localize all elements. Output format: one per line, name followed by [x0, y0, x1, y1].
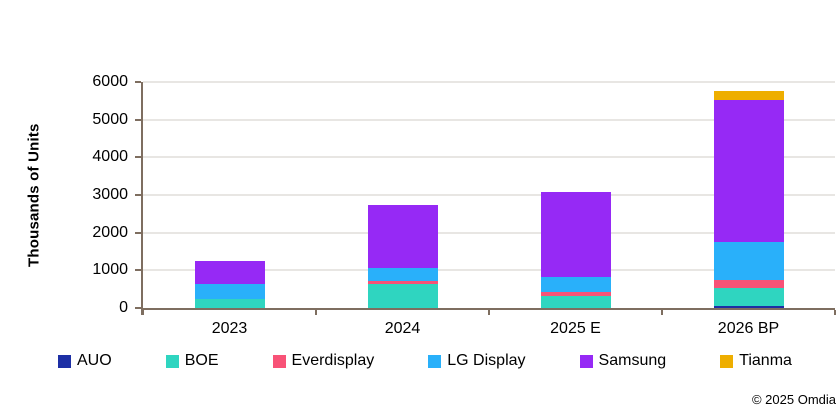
y-tick-mark	[135, 81, 141, 83]
plot-area	[143, 81, 835, 308]
bar-segment-lg-display	[540, 276, 611, 292]
y-tick-label: 4000	[92, 148, 128, 166]
gridline	[143, 156, 835, 159]
bar-segment-samsung	[367, 205, 438, 269]
y-tick-mark	[135, 118, 141, 121]
y-tick-mark	[135, 231, 141, 234]
y-axis-line	[141, 82, 143, 315]
legend-label: BOE	[184, 352, 219, 369]
legend-label: Tianma	[739, 352, 792, 369]
bar-segment-samsung	[713, 99, 784, 243]
legend-label: Samsung	[598, 352, 667, 369]
y-tick-label: 0	[119, 299, 128, 316]
x-tick-mark	[834, 310, 836, 315]
x-tick-mark	[661, 310, 663, 315]
bar-segment-lg-display	[367, 268, 438, 281]
y-tick-label: 3000	[92, 186, 128, 203]
x-axis-label: 2024	[384, 320, 421, 337]
bar-segment-boe	[713, 288, 784, 307]
bar-segment-lg-display	[194, 284, 265, 299]
legend-item-boe: BOE	[165, 352, 219, 370]
x-tick-mark	[142, 310, 144, 315]
bar-segment-auo	[713, 306, 784, 308]
bar-segment-everdisplay	[713, 279, 784, 289]
bar-segment-tianma	[713, 91, 784, 100]
x-axis-line	[143, 308, 835, 310]
x-tick-mark	[315, 310, 317, 315]
legend-swatch	[720, 354, 734, 368]
legend-swatch	[165, 354, 179, 368]
y-tick-label: 2000	[92, 223, 128, 241]
legend-item-samsung: Samsung	[579, 352, 667, 370]
bar-segment-boe	[194, 298, 265, 308]
legend-label: AUO	[77, 352, 112, 369]
legend-item-everdisplay: Everdisplay	[272, 352, 375, 370]
y-tick-label: 1000	[92, 261, 128, 279]
legend-swatch	[58, 354, 71, 368]
y-tick-label: 5000	[92, 110, 128, 128]
bar-segment-everdisplay	[540, 292, 611, 296]
legend-swatch	[272, 354, 286, 368]
legend-item-tianma: Tianma	[720, 352, 792, 370]
bar-segment-lg-display	[713, 242, 784, 280]
bar-segment-boe	[367, 284, 438, 308]
copyright-text: © 2025 Omdia	[751, 392, 836, 407]
legend-swatch	[428, 354, 442, 368]
bar-segment-samsung	[540, 192, 611, 277]
x-tick-mark	[488, 310, 490, 315]
chart-legend: AUO BOE Everdisplay LG Display Samsung Tianma	[58, 352, 792, 370]
x-axis-label: 2025 E	[550, 320, 601, 337]
legend-label: LG Display	[447, 352, 526, 369]
y-tick-mark	[135, 269, 141, 272]
y-tick-label: 6000	[92, 73, 128, 90]
bar-segment-everdisplay	[367, 280, 438, 285]
y-tick-mark	[135, 194, 141, 196]
bar-segment-boe	[540, 295, 611, 308]
legend-swatch	[579, 354, 593, 368]
gridline	[143, 194, 835, 196]
legend-item-lg-display: LG Display	[428, 352, 526, 370]
x-axis-label: 2023	[211, 320, 248, 337]
y-tick-mark	[135, 307, 141, 309]
legend-item-auo: AUO	[58, 352, 112, 370]
gridline	[143, 118, 835, 121]
y-tick-mark	[135, 156, 141, 159]
legend-label: Everdisplay	[291, 352, 375, 369]
y-axis-title: Thousands of Units	[25, 123, 43, 267]
gridline	[143, 81, 835, 83]
bar-segment-samsung	[194, 260, 265, 285]
gridline	[143, 269, 835, 272]
gridline	[143, 231, 835, 234]
x-axis-label: 2026 BP	[717, 320, 780, 337]
